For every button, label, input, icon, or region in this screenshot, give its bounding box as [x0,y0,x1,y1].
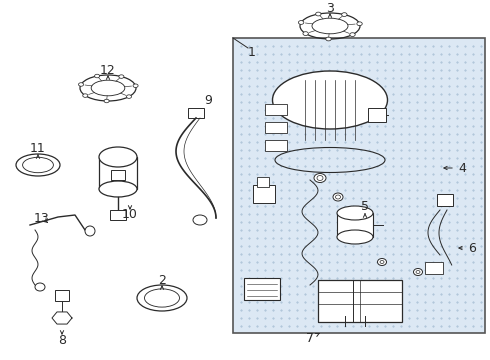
Text: 10: 10 [122,208,138,221]
Text: 7: 7 [306,332,314,345]
Ellipse shape [298,21,304,24]
Bar [437,194,453,206]
Ellipse shape [83,94,88,97]
Ellipse shape [342,13,347,17]
Text: 12: 12 [100,63,116,77]
Ellipse shape [357,22,362,26]
Ellipse shape [99,181,137,197]
Text: 1: 1 [248,46,256,59]
Bar [337,213,373,237]
Circle shape [85,226,95,236]
Bar [265,104,287,115]
Ellipse shape [326,37,331,41]
Ellipse shape [337,206,373,220]
Bar [99,157,137,189]
Ellipse shape [314,174,326,183]
Text: 2: 2 [158,274,166,287]
Bar [233,38,485,333]
Ellipse shape [133,84,138,87]
Text: 6: 6 [468,242,476,255]
Bar [265,140,287,151]
Bar [257,177,269,187]
Ellipse shape [303,32,308,36]
Ellipse shape [377,258,387,266]
Bar [110,210,126,220]
Text: 8: 8 [58,333,66,346]
Ellipse shape [337,230,373,244]
Bar [188,108,204,118]
Ellipse shape [35,283,45,291]
Ellipse shape [99,147,137,167]
Ellipse shape [95,74,99,78]
Bar [368,108,386,122]
Ellipse shape [104,99,109,103]
Bar [111,170,125,180]
Bar [425,262,443,274]
Ellipse shape [119,75,124,78]
Ellipse shape [350,33,355,36]
Bar [253,185,275,203]
Ellipse shape [333,193,343,201]
Ellipse shape [272,71,388,129]
Text: 13: 13 [34,211,50,225]
Bar [318,280,402,322]
Ellipse shape [414,269,422,275]
Ellipse shape [126,95,131,98]
Text: 3: 3 [326,1,334,14]
Text: 9: 9 [204,94,212,107]
Bar [318,280,353,322]
Ellipse shape [316,12,321,16]
Bar [55,290,69,301]
Text: 4: 4 [458,162,466,175]
Text: 11: 11 [30,141,46,154]
Text: 5: 5 [361,201,369,213]
Bar [265,122,287,133]
Ellipse shape [193,215,207,225]
Bar [244,278,280,300]
Ellipse shape [78,83,84,86]
